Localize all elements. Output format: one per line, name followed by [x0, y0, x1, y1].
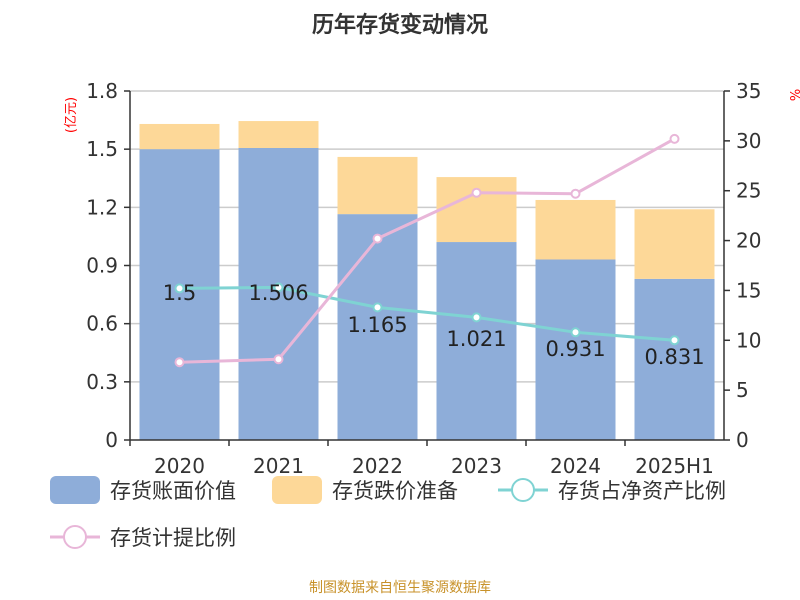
point-存货占净资产比例 — [570, 327, 581, 338]
right-tick-label: 0 — [736, 428, 749, 452]
point-存货占净资产比例 — [174, 283, 185, 294]
x-tick-label: 2021 — [253, 454, 304, 478]
right-tick-label: 5 — [736, 378, 749, 402]
data-label: 1.5 — [163, 281, 196, 305]
line-存货计提比例 — [179, 137, 676, 364]
bar-存货跌价准备 — [238, 121, 319, 149]
line-存货占净资产比例 — [179, 285, 675, 342]
right-axis-label: % — [789, 89, 800, 101]
x-tick-label: 2024 — [550, 454, 601, 478]
legend-item: 存货计提比例 — [50, 525, 236, 550]
data-label: 1.165 — [347, 313, 407, 337]
point-存货计提比例 — [174, 357, 185, 368]
left-tick-label: 0.9 — [86, 254, 118, 278]
point-存货计提比例 — [273, 354, 284, 365]
legend-item: 存货跌价准备 — [272, 476, 458, 504]
bar-存货跌价准备 — [634, 209, 715, 279]
point-存货占净资产比例 — [471, 312, 482, 323]
legend-item: 存货账面价值 — [50, 476, 236, 504]
right-tick-label: 25 — [736, 179, 761, 203]
right-tick-label: 15 — [736, 278, 761, 302]
legend-marker — [511, 478, 535, 502]
legend-swatch — [272, 476, 322, 504]
data-label: 1.021 — [446, 327, 506, 351]
right-tick-label: 10 — [736, 328, 761, 352]
chart-title: 历年存货变动情况 — [312, 12, 488, 38]
point-存货计提比例 — [570, 188, 581, 199]
data-label: 0.931 — [545, 337, 605, 361]
legend-label: 存货账面价值 — [110, 479, 236, 503]
footer-source: 制图数据来自恒生聚源数据库 — [309, 580, 491, 596]
bar-存货跌价准备 — [436, 177, 517, 243]
legend-label: 存货占净资产比例 — [558, 479, 726, 503]
x-tick-label: 2022 — [352, 454, 403, 478]
bar-存货跌价准备 — [535, 199, 616, 260]
x-tick-label: 2023 — [451, 454, 502, 478]
legend-marker — [63, 525, 87, 549]
x-tick-label: 2020 — [154, 454, 205, 478]
bar-存货账面价值 — [139, 149, 220, 440]
legend-swatch — [50, 476, 100, 504]
data-label: 1.506 — [248, 281, 308, 305]
right-tick-label: 30 — [736, 129, 761, 153]
left-tick-label: 1.2 — [86, 195, 118, 219]
left-tick-label: 0 — [105, 428, 118, 452]
left-axis-label: (亿元) — [64, 97, 79, 133]
legend-label: 存货跌价准备 — [332, 479, 458, 503]
right-tick-label: 35 — [736, 79, 761, 103]
point-存货计提比例 — [372, 233, 383, 244]
data-label: 0.831 — [644, 345, 704, 369]
bar-存货账面价值 — [634, 278, 715, 440]
point-存货占净资产比例 — [372, 302, 383, 313]
bar-存货跌价准备 — [139, 123, 220, 150]
bar-存货跌价准备 — [337, 156, 418, 215]
left-tick-label: 0.3 — [86, 370, 118, 394]
legend-label: 存货计提比例 — [110, 526, 236, 550]
x-tick-label: 2025H1 — [635, 454, 714, 478]
bar-存货账面价值 — [436, 242, 517, 440]
bar-存货账面价值 — [535, 259, 616, 440]
left-tick-label: 1.5 — [86, 137, 118, 161]
point-存货计提比例 — [669, 133, 680, 144]
point-存货计提比例 — [471, 187, 482, 198]
legend-item: 存货占净资产比例 — [498, 478, 726, 503]
right-tick-label: 20 — [736, 229, 761, 253]
left-tick-label: 1.8 — [86, 79, 118, 103]
bar-存货账面价值 — [337, 214, 418, 440]
left-tick-label: 0.6 — [86, 312, 118, 336]
point-存货占净资产比例 — [273, 282, 284, 293]
point-存货占净资产比例 — [669, 335, 680, 346]
